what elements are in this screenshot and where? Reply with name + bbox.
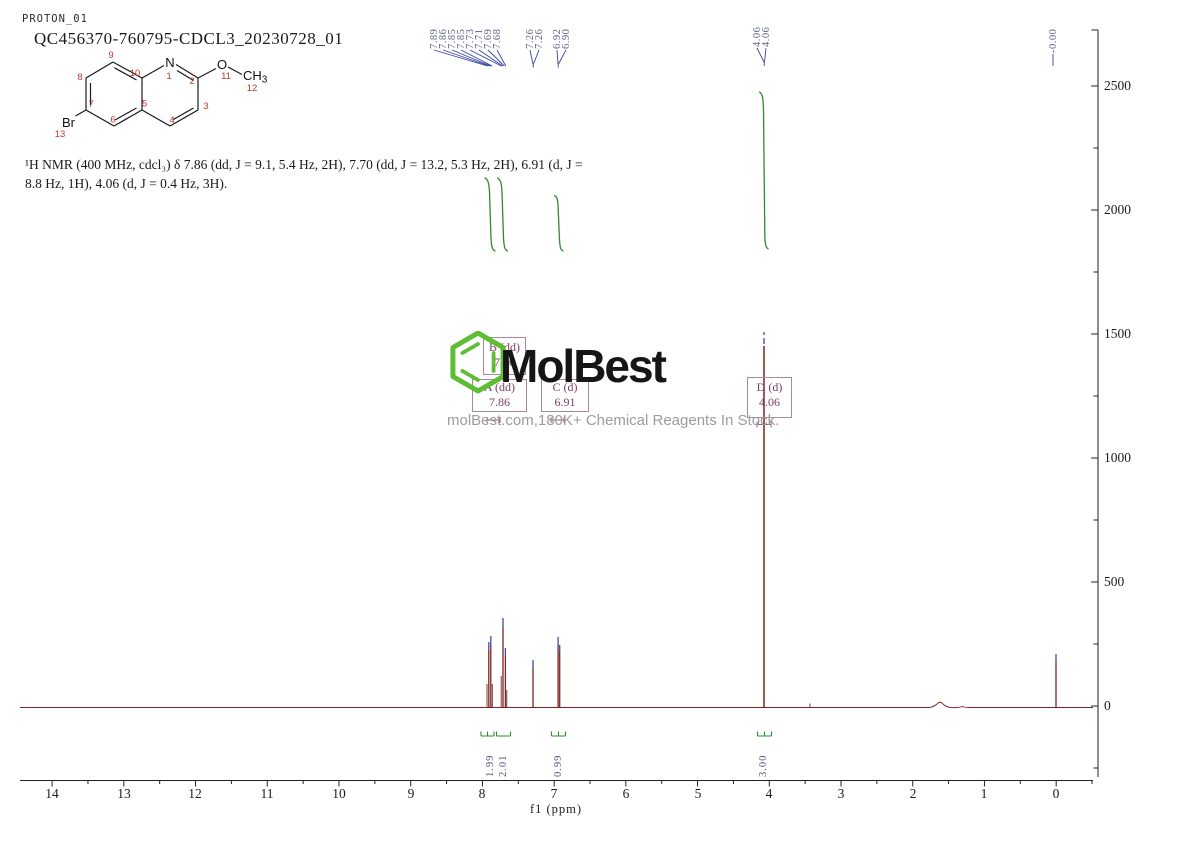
multiplet-type: (d) (563, 380, 578, 394)
multiplet-shift: 7.86 (489, 395, 510, 409)
integral-brackets (480, 731, 773, 737)
atom-number: 1 (166, 71, 171, 82)
atom-number: 2 (189, 76, 194, 87)
atom-number: 9 (108, 50, 113, 61)
peak-label: 4.06 (761, 26, 772, 47)
atom-number: 11 (221, 71, 231, 82)
x-axis-title: f1 (ppm) (529, 802, 583, 816)
integral-value: 1.99 (485, 754, 496, 777)
atom-o: O (217, 57, 227, 72)
integral-value: 0.99 (553, 754, 564, 777)
axis-ticks (51, 85, 1098, 787)
multiplet-letter: D (756, 380, 766, 394)
nmr-citation: ¹H NMR (400 MHz, cdcl₃) δ 7.86 (dd, J = … (25, 155, 625, 193)
watermark-hexagon-logo (450, 331, 506, 394)
experiment-name: PROTON_01 (22, 13, 88, 25)
x-tick-label: 8 (478, 786, 486, 801)
atom-number: 8 (77, 72, 82, 83)
atom-number: 5 (142, 99, 147, 110)
y-tick-label: 2000 (1104, 202, 1131, 217)
spectrum-trace (20, 346, 1093, 709)
multiplet-letter: C (552, 380, 561, 394)
molecule-structure: N O CH3 Br 1 2 3 4 5 6 7 8 9 10 11 12 13 (55, 50, 268, 140)
peak-pick-connectors (433, 47, 1054, 68)
multiplet-box-c: C (d) 6.91 (541, 379, 589, 412)
watermark-brand: MolBest (500, 340, 667, 392)
multiplet-shift: 4.06 (759, 395, 780, 409)
atom-n: N (165, 55, 174, 70)
integral-curves (484, 91, 769, 252)
peak-label: 7.26 (534, 28, 545, 49)
multiplet-shift: 6.91 (554, 395, 576, 409)
axes-lines (20, 29, 1099, 781)
peak-label-tms: -0.00 (1048, 28, 1059, 53)
x-tick-label: 3 (837, 786, 845, 801)
integral-value: 2.01 (498, 754, 509, 777)
multiplet-type: (dd) (495, 380, 515, 394)
y-tick-label: 1000 (1104, 450, 1131, 465)
watermark-tagline: molBest.com,180K+ Chemical Reagents In S… (447, 412, 780, 429)
x-tick-label: 4 (765, 786, 773, 801)
multiplet-box-d: D (d) 4.06 (747, 377, 792, 418)
x-tick-label: 6 (622, 786, 630, 801)
atom-br: Br (62, 115, 76, 130)
atom-number: 6 (110, 115, 115, 126)
molecule-atom-numbers: 1 2 3 4 5 6 7 8 9 10 11 12 13 (55, 50, 258, 140)
citation-line1: ¹H NMR (400 MHz, cdcl₃) δ 7.86 (dd, J = … (25, 157, 583, 172)
atom-ch3: CH3 (243, 68, 268, 86)
y-tick-label: 0 (1104, 698, 1111, 713)
atom-number: 10 (130, 68, 141, 79)
integral-value: 3.00 (758, 754, 769, 777)
x-tick-label: 11 (260, 786, 274, 801)
x-tick-label: 0 (1052, 786, 1060, 801)
x-tick-label: 12 (188, 786, 202, 801)
x-tick-label: 14 (45, 786, 59, 801)
multiplet-range-markers (486, 417, 772, 428)
x-tick-label: 7 (550, 786, 558, 801)
sample-id: QC456370-760795-CDCL3_20230728_01 (34, 29, 344, 48)
citation-line2: 8.8 Hz, 1H), 4.06 (d, J = 0.4 Hz, 3H). (25, 176, 228, 191)
multiplet-type: (d) (768, 380, 783, 394)
atom-number: 12 (247, 83, 258, 94)
atom-number: 13 (55, 129, 66, 140)
x-tick-label: 1 (980, 786, 988, 801)
x-tick-label: 2 (909, 786, 917, 801)
peak-label: 7.68 (492, 28, 503, 49)
y-tick-label: 2500 (1104, 78, 1131, 93)
peak-label: 6.90 (561, 28, 572, 49)
x-tick-label: 10 (332, 786, 346, 801)
atom-number: 4 (169, 115, 174, 126)
y-tick-label: 500 (1104, 574, 1125, 589)
x-tick-label: 9 (407, 786, 415, 801)
peak-tip-marks (488, 332, 1057, 668)
molecule-atom-labels: N O CH3 Br (62, 55, 268, 130)
multiplet-letter: B (488, 340, 497, 354)
molecule-bonds (75, 61, 243, 127)
atom-number: 3 (203, 101, 208, 112)
atom-number: 7 (88, 99, 93, 110)
x-tick-label: 13 (117, 786, 131, 801)
x-tick-label: 5 (694, 786, 702, 801)
y-tick-label: 1500 (1104, 326, 1131, 341)
